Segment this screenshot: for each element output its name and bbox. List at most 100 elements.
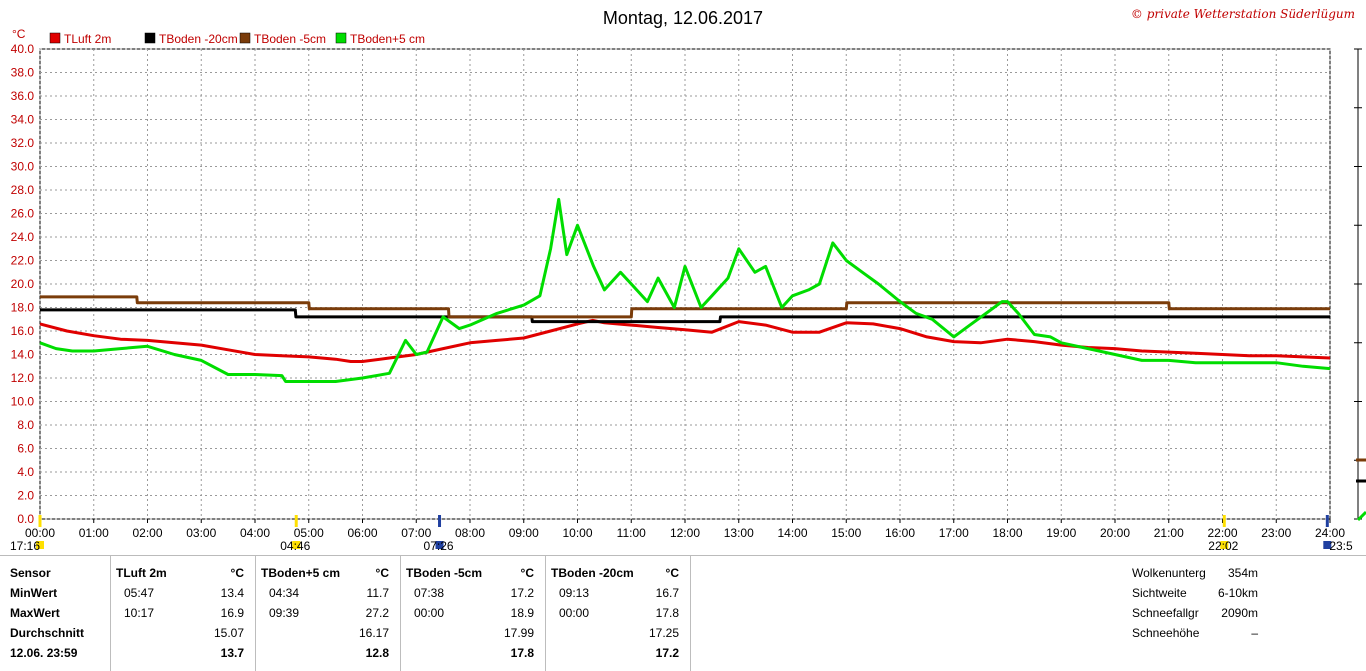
stats-cell: 16.9	[220, 606, 244, 620]
x-tick-label: 06:00	[347, 526, 377, 540]
stats-cell: 17.25	[648, 626, 679, 640]
legend: TLuft 2m TBoden -20cm TBoden -5cm TBoden+5 …	[49, 32, 425, 46]
stats-cell: 09:13	[559, 586, 590, 600]
x-tick-label: 12:00	[670, 526, 700, 540]
x-tick-label: 15:00	[831, 526, 861, 540]
stats-cell: 17.2	[510, 586, 534, 600]
stats-cell: °C	[520, 566, 534, 580]
time-marker-label: 07:26	[424, 539, 454, 553]
stats-cell: 04:34	[269, 586, 300, 600]
y-tick-label: 2.0	[17, 489, 34, 503]
stats-cell: 17.99	[503, 626, 534, 640]
series-line-tluft-2m	[39, 318, 1331, 363]
stats-cell: 17.8	[655, 606, 679, 620]
stats-cell: 11.7	[366, 586, 389, 600]
mini-strip-green-mark	[1356, 510, 1366, 522]
stats-cell: TBoden -5cm	[406, 566, 483, 580]
stats-cell: 12.8	[365, 646, 389, 660]
stats-cell: 17.2	[655, 646, 679, 660]
stats-cell: 354m	[1227, 566, 1258, 580]
x-tick-label: 22:00	[1207, 526, 1237, 540]
stats-cell: 17.8	[510, 646, 534, 660]
x-tick-label: 01:00	[79, 526, 109, 540]
stats-cell: –	[1251, 626, 1258, 640]
series-line-tboden-20cm	[40, 308, 1330, 324]
y-tick-label: 0.0	[17, 512, 34, 526]
x-tick-label: 14:00	[777, 526, 807, 540]
x-tick-label: 20:00	[1100, 526, 1130, 540]
legend-label: TLuft 2m	[64, 32, 111, 46]
y-tick-label: 32.0	[11, 136, 35, 150]
stats-cell: 16.7	[655, 586, 679, 600]
y-tick-label: 34.0	[11, 113, 35, 127]
stats-cell: °C	[375, 566, 389, 580]
stats-cell: 00:00	[414, 606, 445, 620]
stats-cell: 07:38	[414, 586, 445, 600]
legend-label: TBoden -20cm	[159, 32, 238, 46]
x-tick-label: 16:00	[885, 526, 915, 540]
x-tick-label: 03:00	[186, 526, 216, 540]
x-tick-label: 00:00	[25, 526, 55, 540]
time-marker-label: 22:02	[1208, 539, 1238, 553]
stats-cell: 16.17	[358, 626, 389, 640]
x-tick-label: 02:00	[132, 526, 162, 540]
stats-divider	[690, 556, 691, 671]
stats-divider	[110, 556, 111, 671]
stats-cell: Durchschnitt	[10, 626, 85, 640]
y-tick-label: 6.0	[17, 442, 34, 456]
legend-swatch	[239, 32, 251, 44]
x-tick-label: 18:00	[992, 526, 1022, 540]
time-marker-label: 23:5	[1329, 539, 1353, 553]
time-marker-label: 04:46	[280, 539, 310, 553]
stats-cell: TBoden -20cm	[551, 566, 634, 580]
stats-cell: 10:17	[124, 606, 155, 620]
stats-cell: 09:39	[269, 606, 300, 620]
y-tick-label: 20.0	[11, 277, 35, 291]
y-tick-label: 30.0	[11, 160, 35, 174]
legend-label: TBoden+5 cm	[350, 32, 425, 46]
axes: 0.0 2.0 4.0 6.0 8.0 10.0 12.0 14.0 16.0 18.0 20.0 2…	[11, 42, 1346, 540]
x-tick-label: 24:00	[1315, 526, 1345, 540]
time-marker-icon	[292, 541, 301, 549]
x-tick-label: 11:00	[617, 526, 646, 540]
series-line-tboden-5cm	[40, 295, 1330, 319]
right-mini-strip	[1354, 48, 1366, 522]
time-markers: 17:16 04:46 07:26 22:02 23:5	[10, 515, 1353, 553]
y-tick-label: 18.0	[11, 301, 35, 315]
stats-cell: 00:00	[559, 606, 590, 620]
stats-divider	[400, 556, 401, 671]
x-tick-label: 23:00	[1261, 526, 1291, 540]
x-tick-label: 04:00	[240, 526, 270, 540]
stats-cell: 2090m	[1221, 606, 1258, 620]
x-tick-label: 10:00	[562, 526, 592, 540]
stats-cell: MaxWert	[10, 606, 60, 620]
legend-swatch	[49, 32, 61, 44]
x-tick-label: 21:00	[1154, 526, 1184, 540]
x-tick-label: 08:00	[455, 526, 485, 540]
stats-cell: Schneehöhe	[1132, 626, 1200, 640]
stats-cell: Schneefallgr	[1132, 606, 1199, 620]
stats-divider	[545, 556, 546, 671]
stats-cell: °C	[230, 566, 244, 580]
stats-cell: 27.2	[365, 606, 389, 620]
stats-cell: 13.4	[220, 586, 244, 600]
y-tick-label: 10.0	[11, 395, 35, 409]
time-marker-icon	[1323, 541, 1332, 549]
stats-cell: 15.07	[213, 626, 244, 640]
y-tick-label: 28.0	[11, 183, 35, 197]
x-tick-label: 07:00	[401, 526, 431, 540]
time-marker-icon	[1220, 541, 1229, 549]
chart-title: Montag, 12.06.2017	[603, 8, 763, 28]
y-tick-label: 22.0	[11, 254, 35, 268]
temperature-chart: Montag, 12.06.2017 © private Wetterstati…	[10, 7, 1366, 553]
y-tick-label: 36.0	[11, 89, 35, 103]
time-marker-icon	[36, 541, 44, 549]
time-marker-label: 17:16	[10, 539, 40, 553]
y-tick-label: 24.0	[11, 230, 35, 244]
stats-cell: 18.9	[510, 606, 534, 620]
x-tick-label: 05:00	[294, 526, 324, 540]
y-tick-label: 4.0	[17, 465, 34, 479]
series-lines	[39, 197, 1331, 383]
stats-cell: 6-10km	[1217, 586, 1258, 600]
stats-cell: 13.7	[220, 646, 244, 660]
